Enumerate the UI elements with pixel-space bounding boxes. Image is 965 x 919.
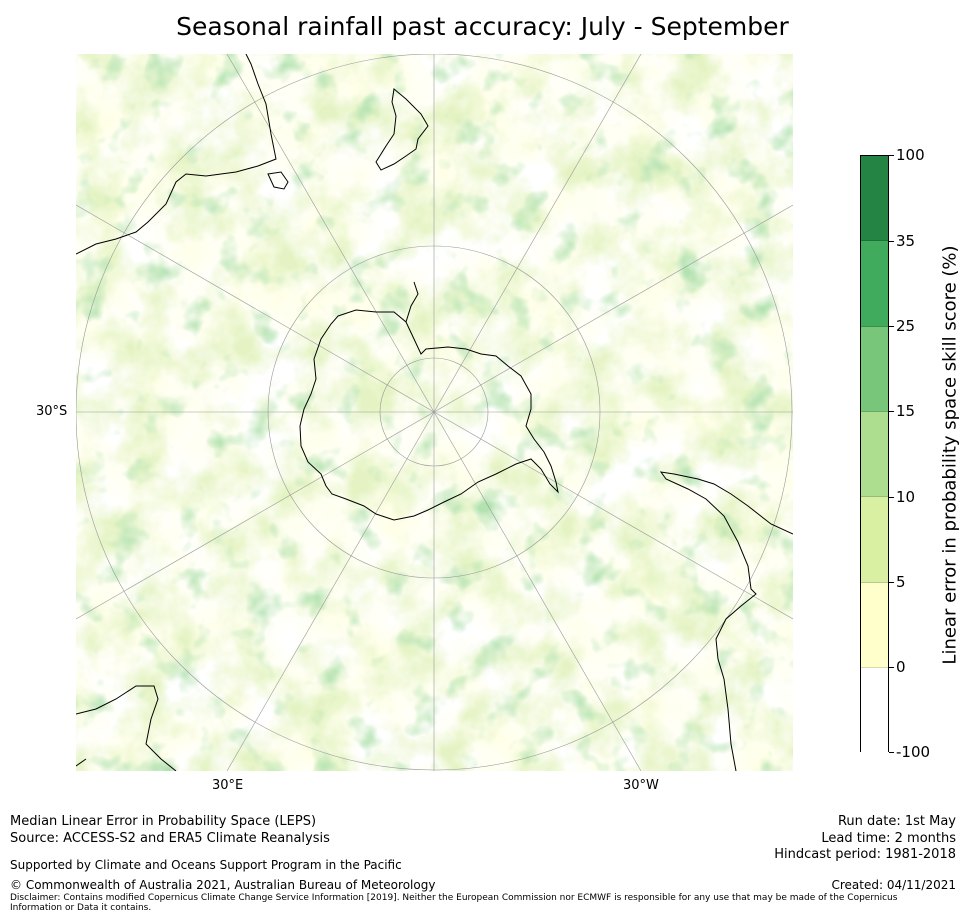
run-date: Run date: 1st May bbox=[837, 814, 956, 829]
madagascar-coast bbox=[76, 758, 87, 767]
graticule bbox=[76, 54, 793, 771]
colorbar-tick: 5 bbox=[896, 573, 906, 591]
colorbar-tick: 25 bbox=[896, 317, 916, 335]
colorbar-tick: 100 bbox=[896, 146, 925, 164]
lon-label-30w: 30°W bbox=[623, 778, 659, 793]
colorbar-bin-0-5 bbox=[861, 583, 888, 668]
lat-label-30s: 30°S bbox=[36, 404, 68, 419]
colorbar-tick: 10 bbox=[896, 488, 916, 506]
antarctic-peninsula bbox=[405, 281, 419, 323]
colorbar-bin-10-15 bbox=[861, 412, 888, 497]
colorbar bbox=[860, 155, 889, 752]
hindcast-period: Hindcast period: 1981-2018 bbox=[774, 847, 956, 862]
colorbar-bin-15-25 bbox=[861, 327, 888, 412]
footer-supported: Supported by Climate and Oceans Support … bbox=[10, 858, 402, 872]
south-america-coast bbox=[659, 471, 793, 771]
colorbar-label: Linear error in probability space skill … bbox=[939, 245, 961, 665]
polar-map bbox=[76, 54, 793, 771]
colorbar-bin-neg100-0 bbox=[861, 668, 888, 752]
colorbar-bin-25-35 bbox=[861, 241, 888, 327]
tasmania-coast bbox=[267, 171, 289, 190]
colorbar-tick: 0 bbox=[896, 658, 906, 676]
map-canvas bbox=[76, 54, 793, 771]
colorbar-bin-5-10 bbox=[861, 497, 888, 583]
footer-method: Median Linear Error in Probability Space… bbox=[10, 814, 317, 829]
lead-time: Lead time: 2 months bbox=[821, 831, 956, 846]
map-title: Seasonal rainfall past accuracy: July - … bbox=[176, 12, 789, 41]
footer-disclaimer-cont: Information or Data it contains. bbox=[10, 903, 152, 913]
africa-coast bbox=[76, 685, 177, 771]
coastlines bbox=[76, 54, 793, 771]
created-date: Created: 04/11/2021 bbox=[831, 878, 956, 892]
australia-coast bbox=[76, 54, 277, 255]
colorbar-bin-35-100 bbox=[861, 156, 888, 241]
footer-source: Source: ACCESS-S2 and ERA5 Climate Reana… bbox=[10, 831, 330, 846]
colorbar-tick: -100 bbox=[896, 743, 931, 761]
footer-copyright: © Commonwealth of Australia 2021, Austra… bbox=[10, 878, 436, 892]
new-zealand-coast bbox=[375, 88, 429, 171]
lon-label-30e: 30°E bbox=[212, 778, 244, 793]
colorbar-tick: 35 bbox=[896, 232, 916, 250]
antarctica-coast bbox=[299, 309, 559, 521]
colorbar-tick: 15 bbox=[896, 402, 916, 420]
footer-disclaimer: Disclaimer: Contains modified Copernicus… bbox=[10, 893, 898, 903]
